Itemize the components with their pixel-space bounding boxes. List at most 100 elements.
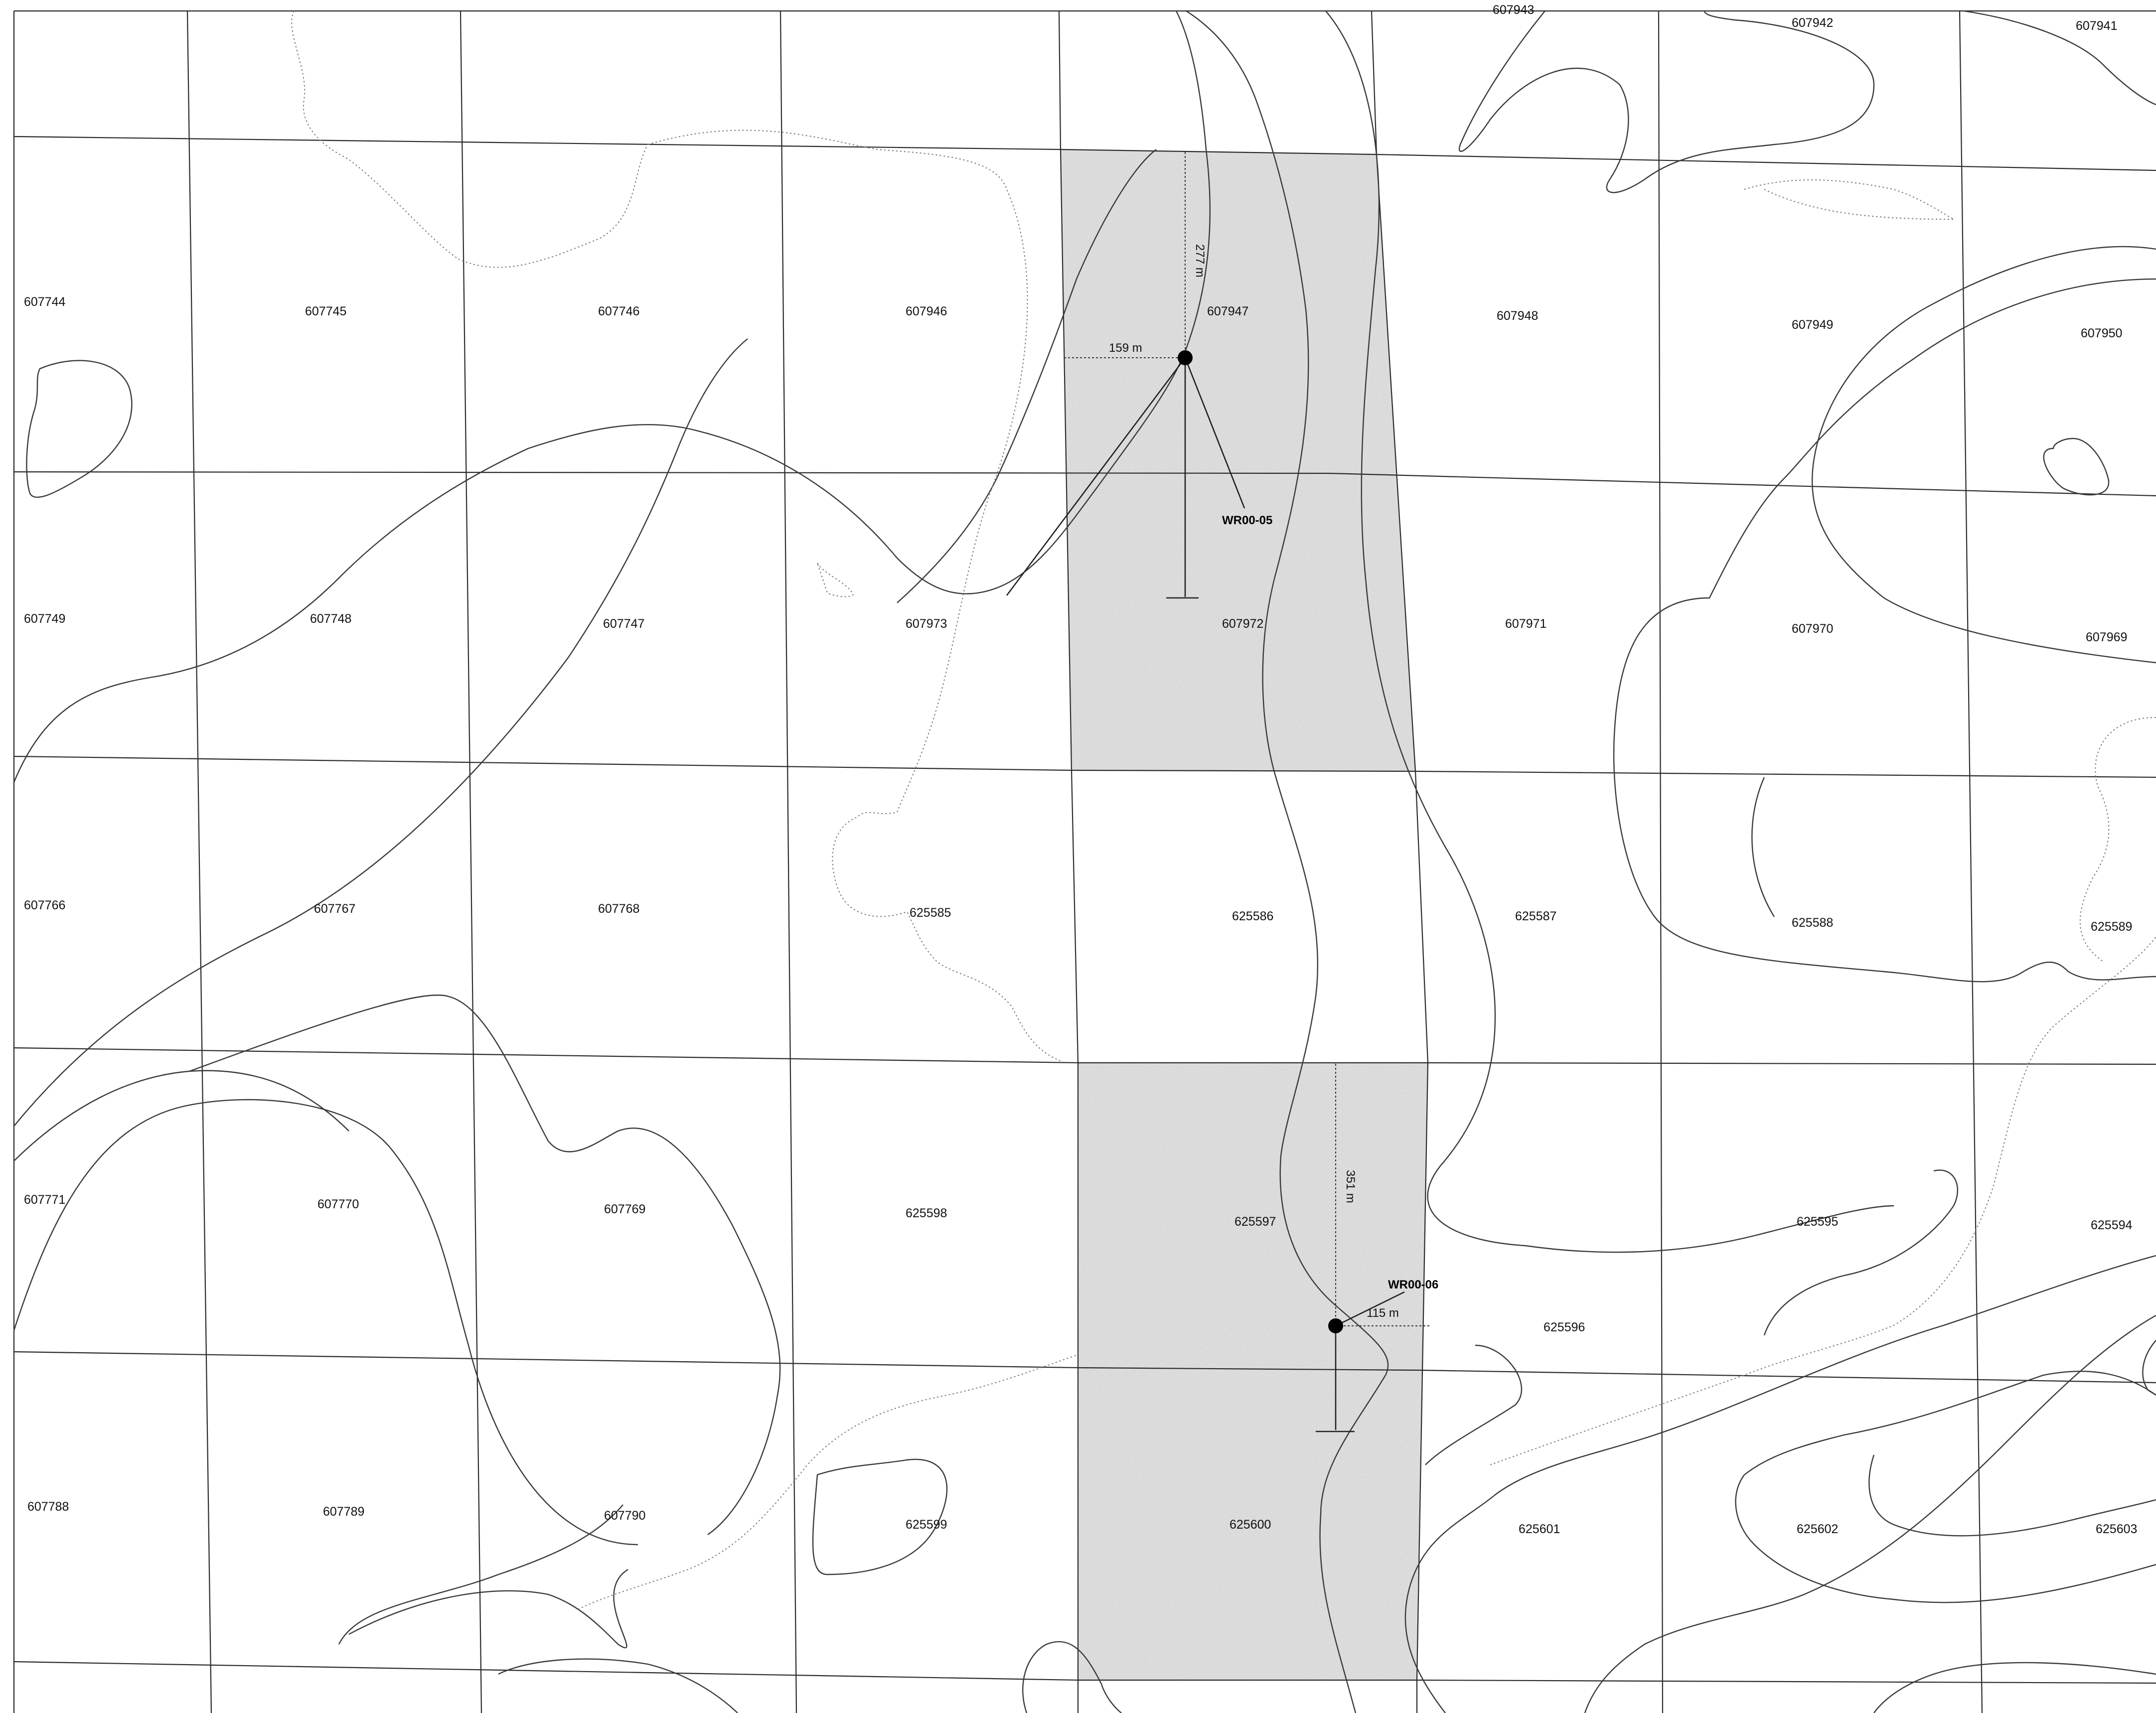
claim-label: 607972 bbox=[1222, 617, 1263, 631]
dotted-contour bbox=[817, 563, 854, 597]
contour-line bbox=[189, 995, 781, 1535]
contour-line bbox=[13, 338, 748, 1127]
contour-line bbox=[1325, 10, 1894, 1253]
offset-east-label: 115 m bbox=[1367, 1306, 1399, 1320]
contour-line bbox=[348, 1569, 628, 1649]
contour-line bbox=[812, 1458, 948, 1575]
drill-collar-marker[interactable] bbox=[1328, 1318, 1343, 1333]
claim-label: 607941 bbox=[2076, 19, 2117, 33]
contour-line bbox=[1812, 246, 2156, 664]
claim-label: 607767 bbox=[314, 902, 355, 916]
claim-label: 607788 bbox=[27, 1500, 69, 1514]
offset-north-label: 277 m bbox=[1193, 244, 1207, 278]
drill-hole-label: WR00-05 bbox=[1222, 514, 1272, 527]
label-leader-line bbox=[1184, 357, 1245, 509]
dotted-contour bbox=[578, 1355, 1077, 1610]
claim-label: 625602 bbox=[1797, 1522, 1838, 1536]
contour-lines bbox=[13, 10, 2156, 1713]
claim-label: 607970 bbox=[1792, 622, 1833, 636]
contour-line bbox=[1458, 10, 1875, 193]
grid-line-v3 bbox=[779, 10, 797, 1713]
contour-line bbox=[1584, 1314, 2156, 1713]
grid-line-h6 bbox=[13, 1661, 2156, 1684]
drill-trace-azimuth bbox=[1006, 357, 1186, 596]
claim-label: 625599 bbox=[906, 1518, 947, 1532]
grid-line-v2 bbox=[460, 10, 482, 1713]
dotted-contours bbox=[291, 10, 2156, 1610]
offset-east-label: 159 m bbox=[1109, 341, 1142, 355]
offset-north-label: 351 m bbox=[1344, 1170, 1357, 1203]
claim-label: 607746 bbox=[598, 304, 639, 318]
claim-label: 625586 bbox=[1232, 909, 1273, 923]
claim-label: 625589 bbox=[2091, 920, 2132, 934]
contour-line bbox=[1022, 1641, 1122, 1713]
grid-line-v5 bbox=[1371, 10, 1429, 1713]
claim-labels: 607943 607942 607941 607744 607745 60774… bbox=[24, 3, 2137, 1536]
grid-line-v4 bbox=[1058, 10, 1079, 1713]
claim-label: 625585 bbox=[910, 906, 951, 920]
shaded-block-north-speckle bbox=[1061, 149, 1415, 771]
drill-hole-wr00-05[interactable]: 159 m 277 m WR00-05 bbox=[1006, 152, 1272, 599]
claim-label: 607771 bbox=[24, 1193, 65, 1207]
contour-line bbox=[1873, 1662, 2156, 1713]
contour-line bbox=[1613, 478, 2156, 983]
claim-label: 625603 bbox=[2096, 1522, 2137, 1536]
contour-line bbox=[13, 1099, 638, 1546]
contour-line bbox=[2043, 437, 2110, 496]
claim-label: 607943 bbox=[1493, 3, 1534, 17]
contour-line bbox=[2142, 1340, 2156, 1396]
contour-line bbox=[1963, 10, 2156, 106]
grid-line-h1 bbox=[13, 136, 2156, 171]
claim-grid bbox=[13, 10, 2156, 1713]
grid-line-h5 bbox=[13, 1351, 2156, 1384]
claim-label: 607768 bbox=[598, 902, 639, 916]
claim-label: 607947 bbox=[1207, 304, 1248, 318]
grid-line-h2 bbox=[13, 471, 2156, 497]
claim-label: 625596 bbox=[1543, 1320, 1585, 1334]
grid-line-h3 bbox=[13, 755, 2156, 778]
drill-collar-marker[interactable] bbox=[1178, 350, 1193, 365]
claim-label: 625601 bbox=[1519, 1522, 1560, 1536]
claim-label: 625594 bbox=[2091, 1218, 2133, 1232]
contour-line bbox=[1744, 1370, 2156, 1475]
shaded-claim-blocks bbox=[1061, 149, 1428, 1680]
claim-label: 625597 bbox=[1234, 1215, 1276, 1229]
claim-label: 607969 bbox=[2086, 630, 2127, 644]
contour-line bbox=[338, 1504, 623, 1645]
contour-line bbox=[26, 360, 133, 498]
claim-label: 607749 bbox=[24, 612, 65, 626]
contour-line bbox=[1868, 1454, 2156, 1537]
claim-label: 607744 bbox=[24, 295, 66, 309]
dotted-contour bbox=[1490, 936, 2156, 1465]
claim-label: 625587 bbox=[1515, 909, 1556, 923]
claim-label: 607745 bbox=[305, 304, 346, 318]
shaded-block-south-speckle bbox=[1078, 1063, 1428, 1680]
claim-label: 607948 bbox=[1497, 309, 1538, 323]
claim-label: 607769 bbox=[604, 1202, 645, 1216]
claim-label: 607748 bbox=[310, 612, 351, 626]
contour-line bbox=[897, 149, 1157, 603]
claim-label: 607790 bbox=[604, 1509, 645, 1523]
dotted-contour bbox=[2079, 717, 2156, 962]
claim-label: 607747 bbox=[603, 617, 644, 631]
contour-line bbox=[13, 10, 1211, 783]
grid-line-v7 bbox=[1959, 10, 1983, 1713]
contour-line bbox=[1784, 278, 2156, 479]
contour-line bbox=[1763, 1169, 1959, 1336]
claim-label: 607973 bbox=[906, 617, 947, 631]
grid-line-v6 bbox=[1658, 10, 1664, 1713]
grid-line-h4 bbox=[13, 1047, 2156, 1065]
dotted-contour bbox=[291, 10, 648, 268]
claim-label: 625598 bbox=[906, 1206, 947, 1220]
claim-label: 607971 bbox=[1505, 617, 1546, 631]
grid-line-v1 bbox=[186, 10, 212, 1713]
claim-label: 607789 bbox=[323, 1505, 364, 1519]
contour-line bbox=[1404, 1255, 2156, 1713]
drill-hole-wr00-06[interactable]: 115 m 351 m WR00-06 bbox=[1316, 1064, 1438, 1432]
claim-label: 625600 bbox=[1230, 1518, 1271, 1532]
claim-label: 607770 bbox=[317, 1197, 359, 1211]
contour-line bbox=[1425, 1344, 1522, 1465]
drill-hole-label: WR00-06 bbox=[1388, 1278, 1438, 1291]
claim-label: 607942 bbox=[1792, 16, 1833, 30]
